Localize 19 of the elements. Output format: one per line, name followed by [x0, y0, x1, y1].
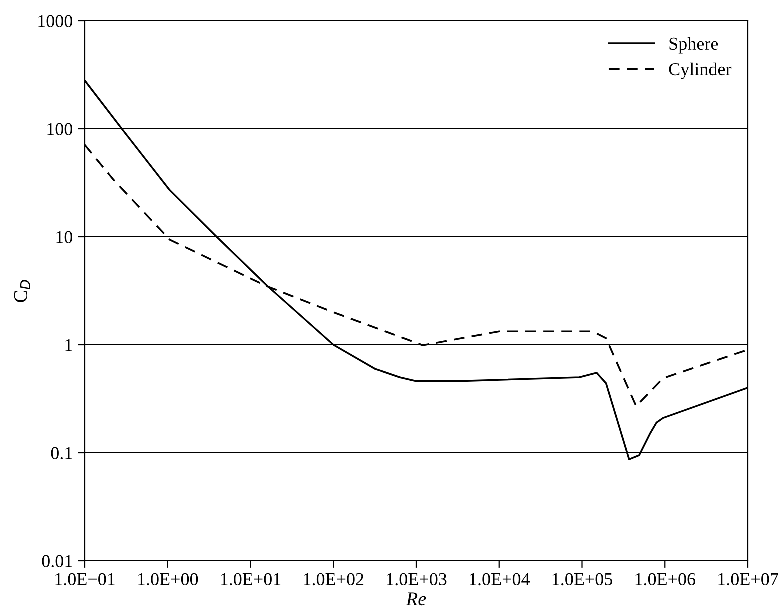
y-tick-label: 1000 — [38, 15, 73, 28]
y-axis-title: C$_{D}$ — [14, 280, 30, 302]
y-tick-label: 0.01 — [42, 555, 72, 568]
x-axis-title: Re — [406, 592, 426, 606]
x-tick-label: 1.0E+00 — [138, 573, 198, 586]
x-tick-label: 1.0E+03 — [387, 573, 447, 586]
x-tick-label: 1.0E+06 — [636, 573, 696, 586]
x-tick-label: 1.0E+02 — [304, 573, 364, 586]
y-tick-label: 0.1 — [51, 447, 72, 460]
y-tick-label: 100 — [48, 123, 73, 136]
x-tick-label: 1.0E+07 — [718, 573, 778, 586]
x-tick-label: 1.0E+01 — [221, 573, 281, 586]
y-tick-label: 1 — [66, 339, 72, 352]
legend-label: Cylinder — [669, 62, 732, 80]
x-tick-label: 1.0E+04 — [470, 573, 530, 586]
legend-label: Sphere — [670, 37, 718, 54]
y-tick-label: 10 — [56, 231, 73, 244]
x-tick-label: 1.0E+05 — [552, 573, 612, 586]
x-tick-label: 1.0E−01 — [56, 573, 115, 586]
